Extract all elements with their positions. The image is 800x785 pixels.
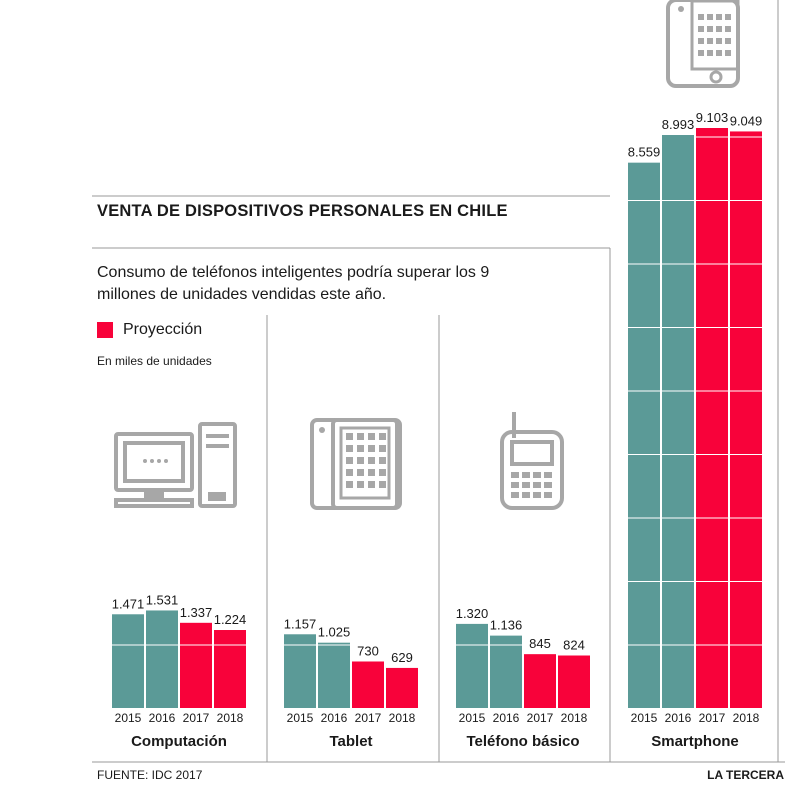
x-tick-label: 2016 — [149, 711, 176, 725]
value-label: 1.224 — [214, 612, 247, 627]
desktop-computer-icon — [114, 422, 237, 508]
source-note: FUENTE: IDC 2017 — [97, 768, 203, 782]
value-label: 1.471 — [112, 596, 145, 611]
desktop-screen-dots — [143, 459, 168, 463]
bar — [318, 642, 350, 708]
legend: Proyección — [97, 321, 202, 339]
bar — [662, 135, 694, 709]
x-tick-label: 2016 — [493, 711, 520, 725]
smartphone-icon — [666, 0, 740, 88]
value-label: 1.136 — [490, 618, 523, 633]
value-label: 8.559 — [628, 145, 661, 160]
x-tick-label: 2015 — [115, 711, 142, 725]
value-label: 9.049 — [730, 113, 763, 128]
value-label: 845 — [529, 636, 551, 651]
x-tick-label: 2017 — [183, 711, 210, 725]
bar — [352, 661, 384, 708]
x-tick-label: 2016 — [321, 711, 348, 725]
bar — [490, 635, 522, 708]
panel-title: Tablet — [329, 733, 372, 750]
x-tick-label: 2018 — [561, 711, 588, 725]
bar — [730, 131, 762, 709]
legend-label-projection: Proyección — [123, 321, 203, 338]
value-label: 9.103 — [696, 110, 729, 125]
panel-title: Smartphone — [651, 733, 739, 750]
bar — [696, 128, 728, 708]
panel-title: Teléfono básico — [466, 733, 579, 750]
value-label: 730 — [357, 643, 379, 658]
value-label: 1.320 — [456, 606, 489, 621]
publisher-brand: LA TERCERA — [707, 768, 784, 782]
value-label: 629 — [391, 650, 413, 665]
feature-phone-icon — [500, 412, 564, 510]
bar — [146, 610, 178, 708]
x-tick-label: 2015 — [287, 711, 314, 725]
bar — [628, 162, 660, 708]
bar — [456, 623, 488, 708]
value-label: 1.157 — [284, 616, 317, 631]
bar — [524, 654, 556, 708]
value-label: 1.025 — [318, 625, 351, 640]
tablet-icon — [310, 418, 402, 510]
value-label: 1.531 — [146, 592, 179, 607]
bar — [112, 614, 144, 708]
chart-title: VENTA DE DISPOSITIVOS PERSONALES EN CHIL… — [97, 202, 508, 220]
chart-subtitle: Consumo de teléfonos inteligentes podría… — [97, 264, 490, 303]
x-tick-label: 2015 — [631, 711, 658, 725]
x-tick-label: 2018 — [389, 711, 416, 725]
x-tick-label: 2017 — [699, 711, 726, 725]
value-label: 1.337 — [180, 605, 213, 620]
x-tick-label: 2015 — [459, 711, 486, 725]
bar — [180, 622, 212, 708]
legend-swatch-projection — [97, 322, 113, 338]
x-tick-label: 2016 — [665, 711, 692, 725]
x-tick-label: 2017 — [527, 711, 554, 725]
panel-title: Computación — [131, 733, 227, 750]
bar — [558, 655, 590, 708]
value-label: 824 — [563, 637, 585, 652]
bar — [214, 630, 246, 708]
bar — [284, 634, 316, 708]
value-label: 8.993 — [662, 117, 695, 132]
x-tick-label: 2018 — [217, 711, 244, 725]
units-note: En miles de unidades — [97, 354, 212, 368]
bar — [386, 667, 418, 708]
x-tick-label: 2018 — [733, 711, 760, 725]
x-tick-label: 2017 — [355, 711, 382, 725]
